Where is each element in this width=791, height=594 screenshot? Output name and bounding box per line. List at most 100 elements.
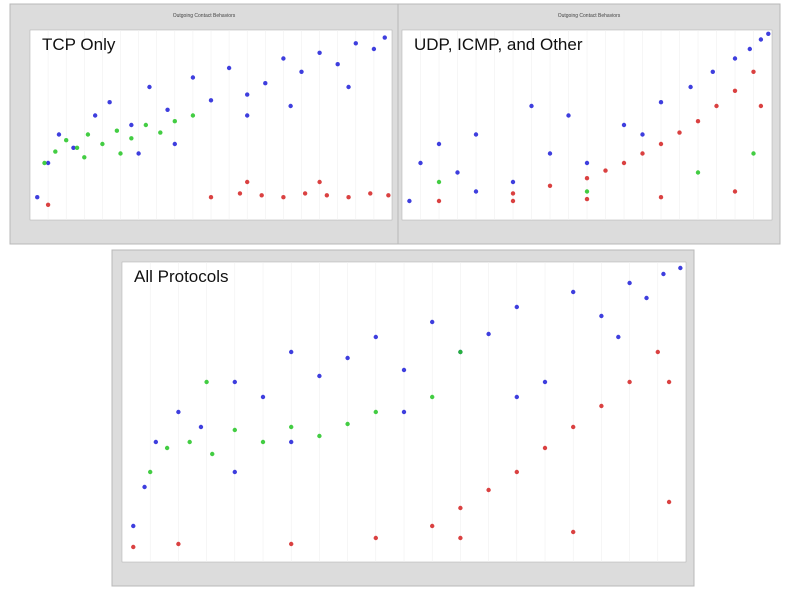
point (430, 523, 435, 529)
point (599, 403, 604, 409)
point (658, 100, 664, 105)
point (603, 168, 608, 173)
point (118, 151, 123, 156)
point (514, 394, 519, 400)
point (172, 141, 177, 147)
point (198, 424, 204, 430)
chart-title: All Protocols (134, 267, 228, 286)
point (661, 271, 666, 277)
point (71, 145, 76, 150)
point (678, 265, 683, 271)
point (129, 122, 134, 128)
point (542, 445, 548, 451)
point (289, 349, 294, 355)
point (371, 46, 377, 52)
point (259, 193, 264, 198)
point (42, 160, 47, 166)
point (232, 379, 237, 385)
point (245, 179, 250, 185)
point (143, 122, 149, 128)
point (714, 103, 719, 109)
point (529, 103, 534, 109)
point (245, 92, 250, 97)
point (666, 499, 672, 505)
point (45, 160, 51, 166)
point (288, 103, 293, 109)
point (131, 523, 136, 529)
chart-header: Outgoing Contact Behaviors (558, 13, 621, 19)
point (584, 160, 590, 166)
point (640, 151, 645, 156)
point (732, 56, 738, 61)
point (114, 128, 120, 133)
point (644, 295, 649, 301)
point (190, 113, 196, 118)
point (63, 138, 69, 143)
point (486, 331, 491, 337)
point (353, 41, 358, 46)
point (142, 484, 147, 490)
point (758, 37, 764, 42)
point (232, 469, 237, 475)
point (627, 280, 632, 286)
point (317, 50, 322, 55)
point (35, 195, 40, 200)
point (346, 195, 351, 200)
point (147, 84, 152, 90)
point (621, 160, 627, 166)
point (430, 319, 435, 325)
point (584, 196, 590, 202)
point (571, 529, 576, 535)
point (458, 505, 463, 511)
point (407, 198, 412, 204)
point (335, 61, 340, 67)
point (655, 349, 660, 355)
point (289, 541, 294, 547)
point (53, 149, 58, 154)
point (688, 84, 693, 90)
point (436, 141, 442, 147)
point (281, 56, 286, 61)
point (677, 130, 682, 135)
point (373, 409, 378, 415)
point (458, 535, 463, 541)
point (458, 349, 463, 355)
point (514, 469, 519, 475)
point (751, 151, 756, 156)
point (373, 535, 378, 541)
point (210, 451, 215, 457)
point (260, 394, 266, 400)
point (208, 98, 214, 103)
chart-title: TCP Only (42, 35, 116, 54)
point (514, 304, 519, 310)
point (345, 355, 350, 361)
point (324, 193, 330, 198)
point (436, 198, 442, 204)
point (621, 122, 627, 128)
point (584, 189, 590, 194)
point (455, 170, 460, 175)
point (204, 379, 209, 385)
point (658, 141, 664, 147)
point (436, 179, 442, 185)
point (82, 155, 87, 160)
point (165, 107, 170, 113)
point (226, 65, 232, 71)
point (373, 334, 378, 340)
point (382, 35, 387, 40)
point (245, 113, 250, 118)
point (164, 445, 170, 451)
point (401, 367, 407, 373)
point (302, 191, 308, 196)
point (571, 289, 576, 295)
point (237, 191, 243, 196)
point (386, 193, 391, 198)
point (74, 145, 80, 150)
point (85, 132, 91, 137)
point (281, 195, 286, 200)
point (190, 75, 196, 80)
point (345, 421, 350, 427)
point (289, 439, 294, 445)
point (510, 198, 516, 204)
point (187, 439, 192, 445)
